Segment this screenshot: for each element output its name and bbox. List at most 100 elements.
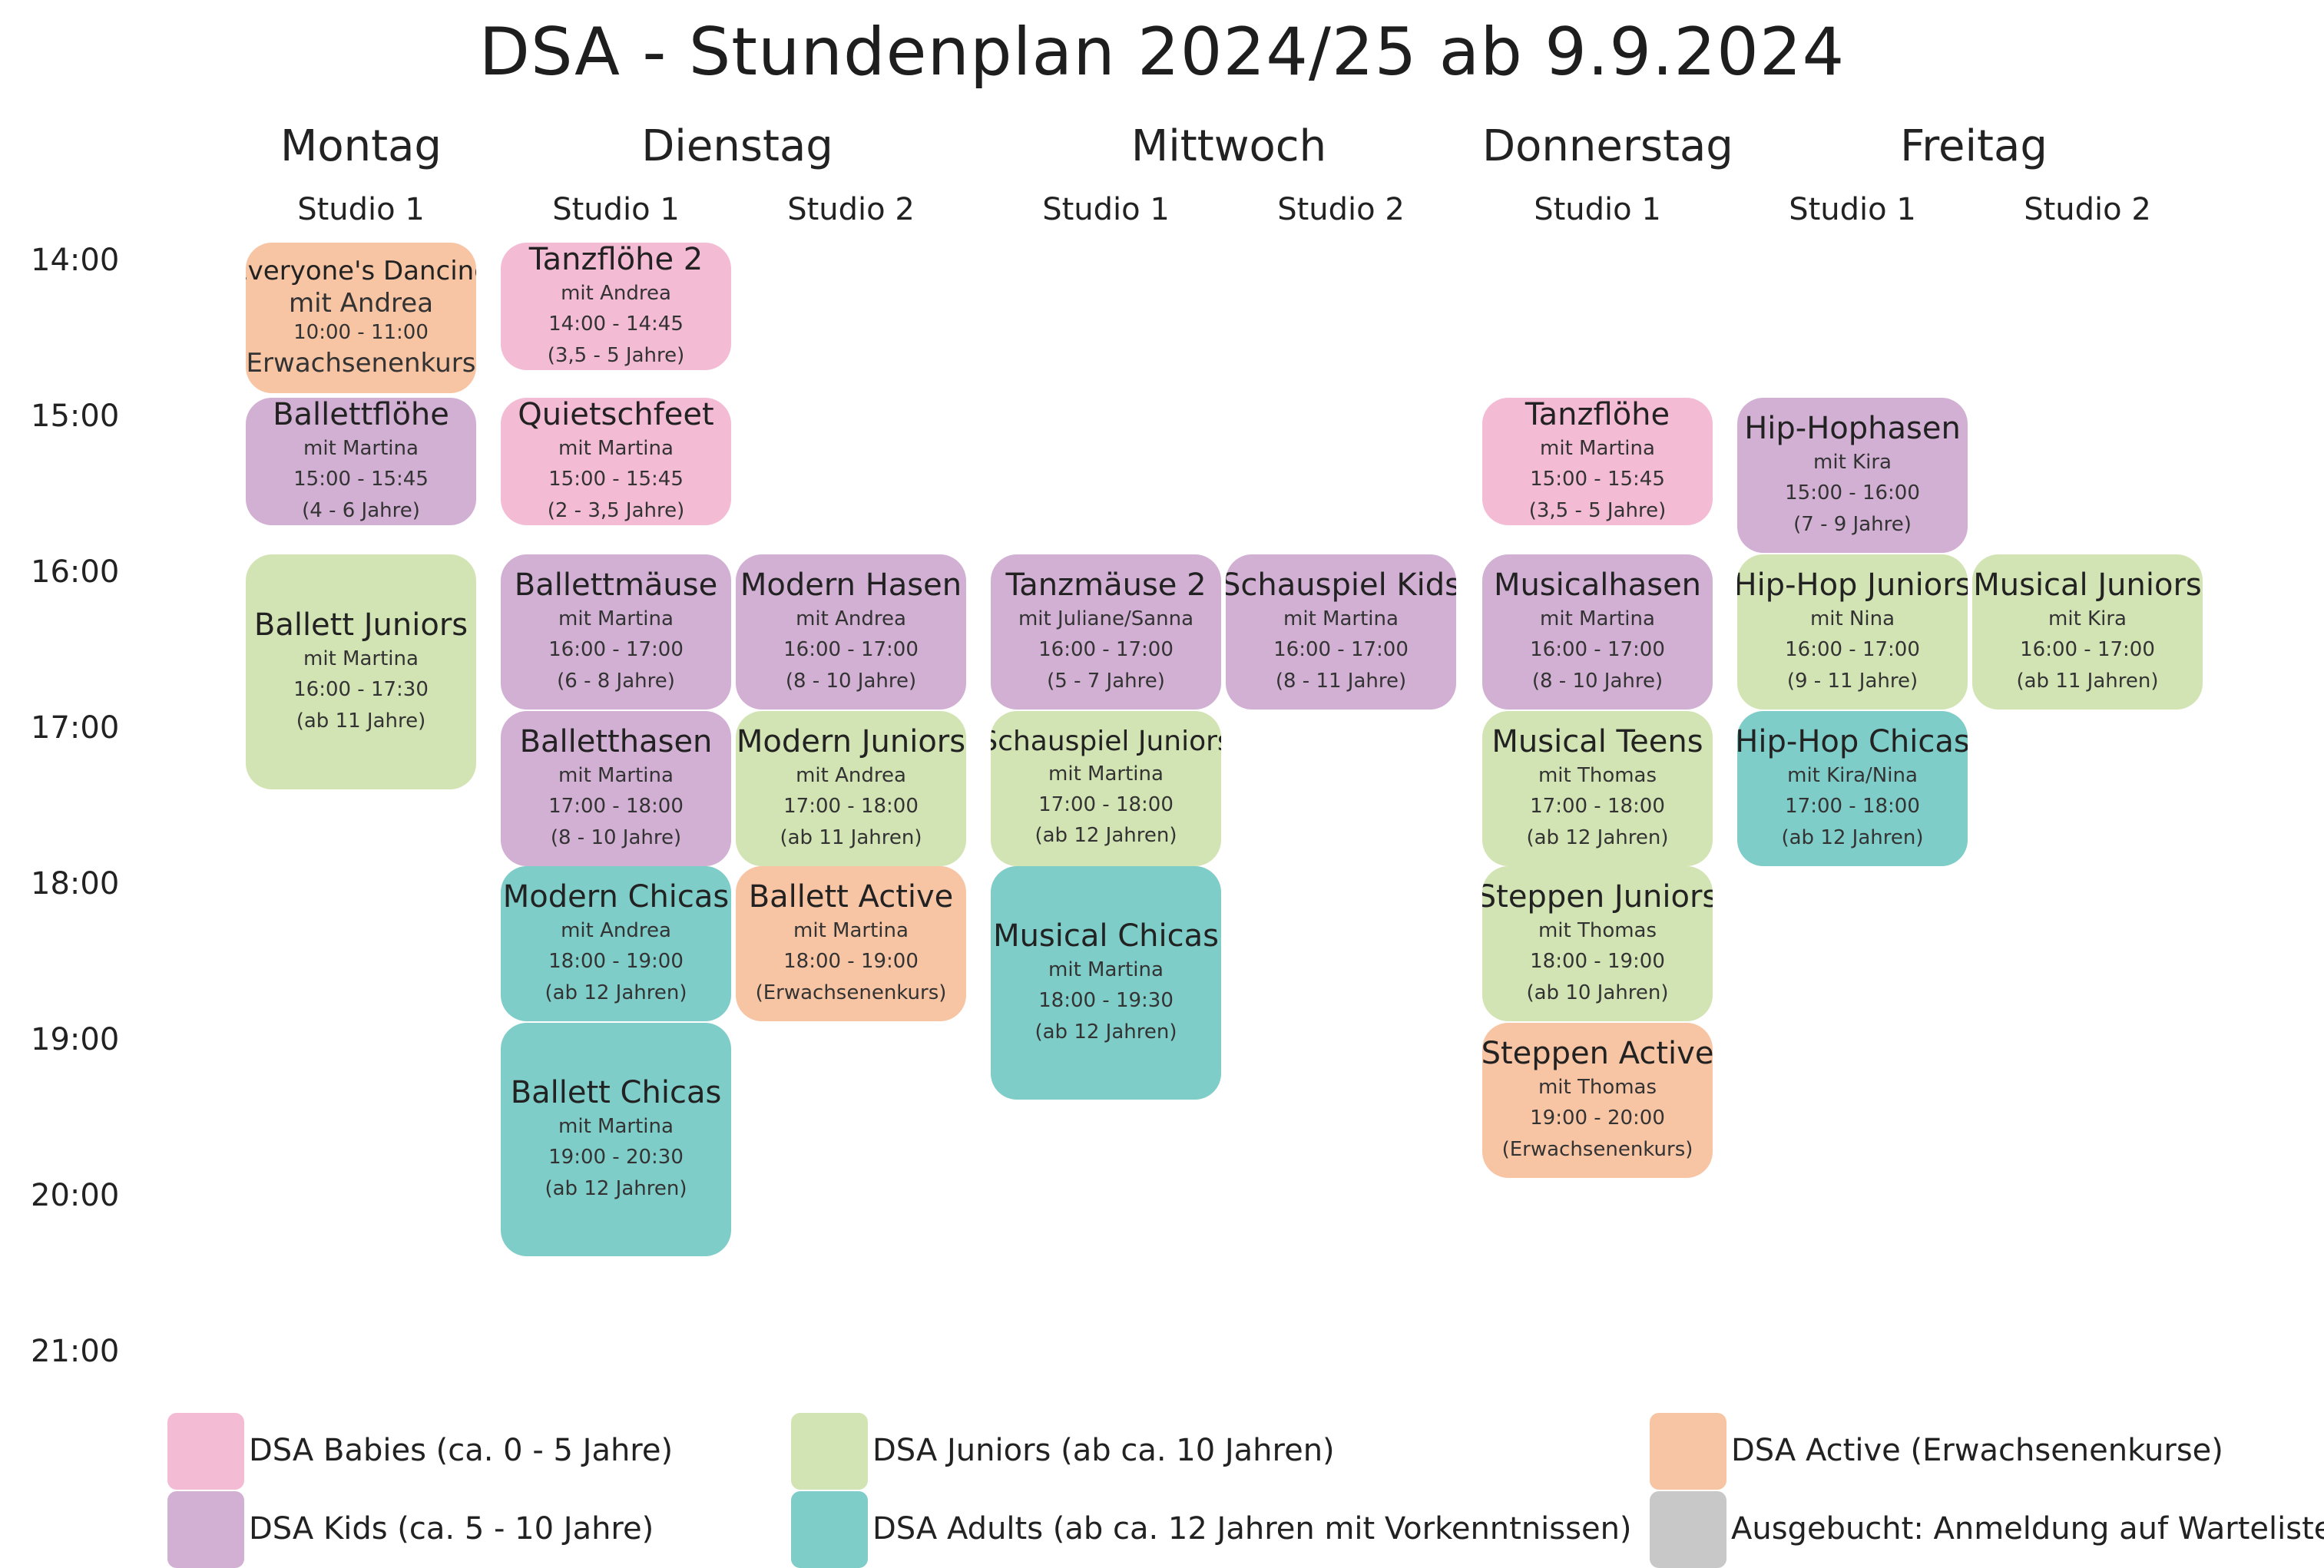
class-age: (ab 11 Jahren) bbox=[2016, 669, 2159, 693]
class-teacher: mit Kira/Nina bbox=[1787, 764, 1918, 788]
class-time: 18:00 - 19:00 bbox=[1530, 950, 1665, 974]
class-name: Modern Hasen bbox=[740, 567, 962, 603]
class-teacher: mit Martina bbox=[558, 437, 674, 461]
day-wednesday: Mittwoch bbox=[1131, 121, 1327, 171]
page-title: DSA - Stundenplan 2024/25 ab 9.9.2024 bbox=[478, 14, 1846, 91]
class-time: 16:00 - 17:00 bbox=[1785, 638, 1920, 662]
class-teacher: mit Juliane/Sanna bbox=[1018, 607, 1194, 631]
class-name: Musical Juniors bbox=[1973, 567, 2202, 603]
time-label: 18:00 bbox=[31, 866, 120, 901]
legend-swatch-kids bbox=[167, 1491, 244, 1568]
class-block: Musical Teens mit Thomas 17:00 - 18:00 (ab … bbox=[1482, 711, 1713, 866]
class-name: Musical Teens bbox=[1491, 723, 1703, 759]
class-age: (4 - 6 Jahre) bbox=[302, 498, 420, 522]
class-block: Modern Chicas mit Andrea 18:00 - 19:00 (ab … bbox=[501, 866, 731, 1021]
time-label: 21:00 bbox=[31, 1334, 120, 1369]
class-time: 17:00 - 18:00 bbox=[783, 795, 919, 819]
class-time: 16:00 - 17:00 bbox=[1273, 638, 1409, 662]
class-age: (3,5 - 5 Jahre) bbox=[547, 343, 685, 367]
class-name: Ballett Juniors bbox=[253, 607, 468, 643]
studio-friday-1: Studio 1 bbox=[1789, 192, 1916, 227]
class-block: Ballettmäuse mit Martina 16:00 - 17:00 (6 -… bbox=[501, 554, 731, 710]
class-name: Steppen Juniors bbox=[1482, 878, 1713, 915]
class-time: 17:00 - 18:00 bbox=[1785, 795, 1920, 819]
class-time: 17:00 - 18:00 bbox=[1038, 793, 1174, 817]
class-teacher: mit Martina bbox=[303, 437, 419, 461]
class-name: Hip-Hop Juniors bbox=[1737, 567, 1968, 603]
class-block: Musical Chicas mit Martina 18:00 - 19:30 (a… bbox=[991, 866, 1221, 1100]
class-age: (2 - 3,5 Jahre) bbox=[547, 498, 685, 522]
class-time: 16:00 - 17:30 bbox=[293, 678, 429, 702]
class-name: Modern Juniors bbox=[736, 723, 966, 759]
time-label: 19:00 bbox=[31, 1022, 120, 1057]
legend-swatch-adults bbox=[791, 1491, 868, 1568]
class-block: Steppen Juniors mit Thomas 18:00 - 19:00 (a… bbox=[1482, 866, 1713, 1021]
class-block: Modern Juniors mit Andrea 17:00 - 18:00 (ab… bbox=[736, 711, 966, 866]
class-teacher: mit Thomas bbox=[1538, 764, 1657, 788]
class-teacher: mit Thomas bbox=[1538, 1076, 1657, 1100]
class-name: Musical Chicas bbox=[993, 918, 1219, 954]
class-block: Hip-Hop Chicas mit Kira/Nina 17:00 - 18:00… bbox=[1737, 711, 1968, 866]
legend-label-adults: DSA Adults (ab ca. 12 Jahren mit Vorkenn… bbox=[872, 1511, 1632, 1546]
class-teacher: mit Martina bbox=[1048, 762, 1164, 786]
class-block: Musicalhasen mit Martina 16:00 - 17:00 (8 -… bbox=[1482, 554, 1713, 710]
class-block: Modern Hasen mit Andrea 16:00 - 17:00 (8 - … bbox=[736, 554, 966, 710]
class-time: 16:00 - 17:00 bbox=[783, 638, 919, 662]
class-name: Quietschfeet bbox=[518, 398, 714, 432]
class-teacher: mit Kira bbox=[2048, 607, 2127, 631]
class-age: (6 - 8 Jahre) bbox=[557, 669, 675, 693]
class-teacher: mit Andrea bbox=[561, 919, 671, 943]
class-name: Tanzmäuse 2 bbox=[1005, 567, 1207, 603]
class-name: Balletthasen bbox=[519, 723, 713, 759]
class-time: 15:00 - 15:45 bbox=[548, 468, 684, 491]
class-block: Hip-Hophasen mit Kira 15:00 - 16:00 (7 - 9 … bbox=[1737, 398, 1968, 553]
studio-wednesday-1: Studio 1 bbox=[1042, 192, 1170, 227]
class-teacher: mit Martina bbox=[303, 647, 419, 671]
class-age: (8 - 10 Jahre) bbox=[785, 669, 917, 693]
class-block: Tanzflöhe mit Martina 15:00 - 15:45 (3,5 - … bbox=[1482, 398, 1713, 525]
class-teacher: mit Andrea bbox=[288, 287, 434, 319]
class-block: Tanzflöhe 2 mit Andrea 14:00 - 14:45 (3,5 -… bbox=[501, 243, 731, 370]
time-label: 14:00 bbox=[31, 243, 120, 278]
class-time: 16:00 - 17:00 bbox=[1038, 638, 1174, 662]
time-label: 17:00 bbox=[31, 710, 120, 746]
class-name: Everyone's Dancing bbox=[246, 255, 476, 286]
class-block: Ballett Juniors mit Martina 16:00 - 17:30 (… bbox=[246, 554, 476, 789]
legend-label-babies: DSA Babies (ca. 0 - 5 Jahre) bbox=[249, 1433, 674, 1468]
class-age: (ab 11 Jahren) bbox=[780, 825, 922, 849]
class-teacher: mit Martina bbox=[793, 919, 909, 943]
studio-tuesday-1: Studio 1 bbox=[552, 192, 680, 227]
time-label: 15:00 bbox=[31, 399, 120, 434]
class-age: (ab 12 Jahren) bbox=[545, 1176, 687, 1200]
class-teacher: mit Martina bbox=[1540, 437, 1655, 461]
studio-monday-1: Studio 1 bbox=[297, 192, 425, 227]
legend-swatch-booked bbox=[1650, 1491, 1726, 1568]
class-teacher: mit Martina bbox=[558, 607, 674, 631]
legend-swatch-babies bbox=[167, 1413, 244, 1490]
legend-label-kids: DSA Kids (ca. 5 - 10 Jahre) bbox=[249, 1511, 654, 1546]
legend-swatch-active bbox=[1650, 1413, 1726, 1490]
class-teacher: mit Martina bbox=[1540, 607, 1655, 631]
class-block: Ballett Chicas mit Martina 19:00 - 20:30 (a… bbox=[501, 1023, 731, 1256]
studio-thursday-1: Studio 1 bbox=[1534, 192, 1661, 227]
studio-friday-2: Studio 2 bbox=[2024, 192, 2151, 227]
class-name: Modern Chicas bbox=[502, 878, 730, 915]
class-time: 10:00 - 11:00 bbox=[293, 321, 429, 345]
class-age: (8 - 11 Jahre) bbox=[1275, 669, 1407, 693]
class-time: 18:00 - 19:30 bbox=[1038, 989, 1174, 1013]
day-tuesday: Dienstag bbox=[641, 121, 833, 171]
class-age: (8 - 10 Jahre) bbox=[550, 825, 682, 849]
class-teacher: mit Andrea bbox=[796, 764, 906, 788]
class-name: Musicalhasen bbox=[1493, 567, 1702, 603]
class-time: 16:00 - 17:00 bbox=[2020, 638, 2155, 662]
time-label: 16:00 bbox=[31, 554, 120, 590]
class-name: Ballettflöhe bbox=[273, 398, 449, 432]
class-block: Quietschfeet mit Martina 15:00 - 15:45 (2 -… bbox=[501, 398, 731, 525]
class-teacher: mit Andrea bbox=[796, 607, 906, 631]
day-friday: Freitag bbox=[1900, 121, 2048, 171]
studio-tuesday-2: Studio 2 bbox=[787, 192, 915, 227]
class-age: (ab 10 Jahren) bbox=[1526, 981, 1669, 1004]
class-name: Steppen Active bbox=[1482, 1035, 1713, 1071]
class-time: 19:00 - 20:30 bbox=[548, 1146, 684, 1169]
